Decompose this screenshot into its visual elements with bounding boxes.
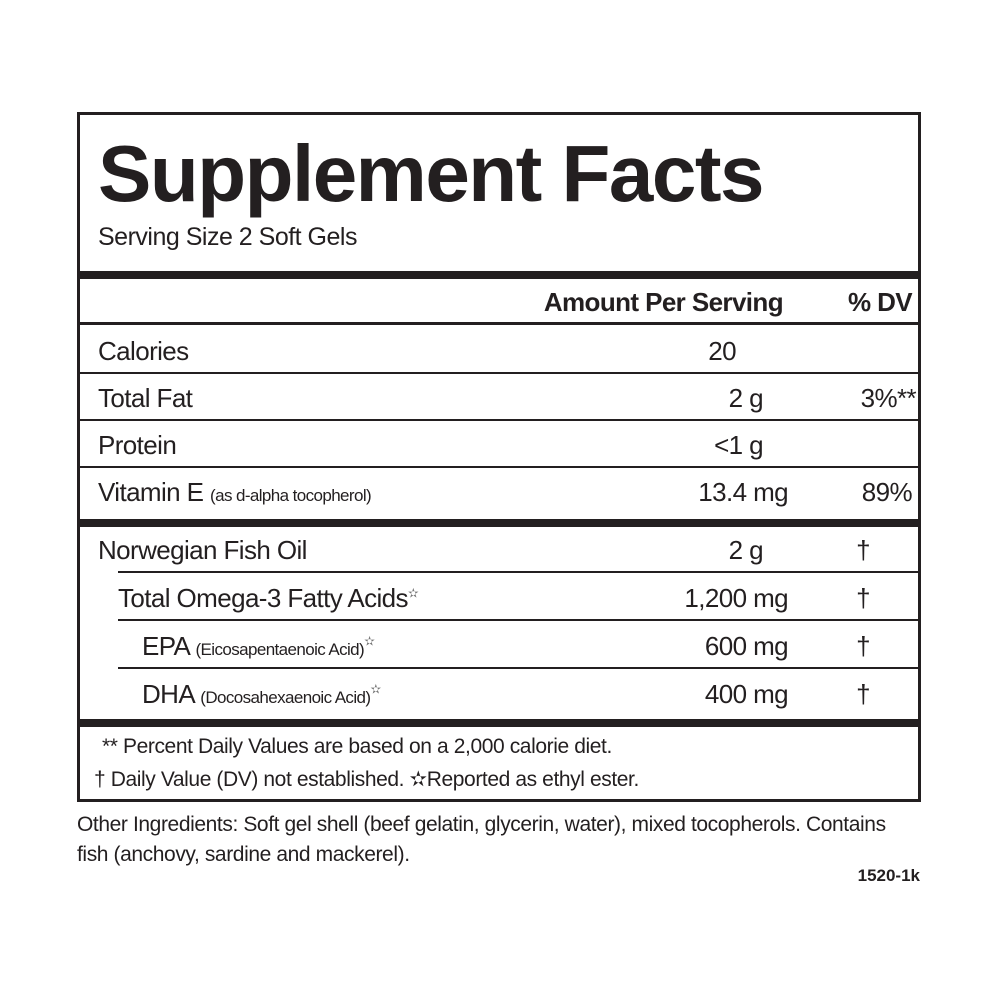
ingredient-amount: 400 mg <box>704 679 789 709</box>
amount-header: Amount Per Serving <box>543 287 784 317</box>
ingredient-name: Norwegian Fish Oil <box>98 535 307 565</box>
supplement-facts-panel: Supplement Facts Serving Size 2 Soft Gel… <box>77 112 921 802</box>
ingredient-dv: † <box>856 535 870 565</box>
other-ingredients: Other Ingredients: Soft gel shell (beef … <box>77 813 886 866</box>
star-icon: ✫ <box>370 681 381 697</box>
ingredient-dv: † <box>856 631 870 661</box>
nutrient-name: Calories <box>98 336 189 366</box>
ingredient-note: (Docosahexaenoic Acid) <box>200 688 371 707</box>
ingredient-row: EPA (Eicosapentaenoic Acid)✫ 600 mg † <box>80 623 918 669</box>
nutrient-dv: 3%** <box>860 383 917 413</box>
ingredient-amount: 1,200 mg <box>684 583 788 613</box>
nutrient-row: Calories 20 <box>80 328 918 374</box>
nutrient-row: Total Fat 2 g 3%** <box>80 375 918 421</box>
ingredient-name: Total Omega-3 Fatty Acids <box>118 583 409 613</box>
divider <box>80 719 918 727</box>
divider <box>80 419 918 421</box>
divider <box>118 667 918 669</box>
ingredient-row: Total Omega-3 Fatty Acids✫ 1,200 mg † <box>80 575 918 621</box>
ingredient-dv: † <box>856 679 870 709</box>
nutrient-amount: 20 <box>708 336 736 366</box>
ingredient-name-group: Total Omega-3 Fatty Acids✫ <box>118 583 419 614</box>
footnote: † Daily Value (DV) not established. ✫Rep… <box>94 768 639 791</box>
nutrient-amount: 13.4 mg <box>698 477 788 507</box>
nutrient-row: Vitamin E (as d-alpha tocopherol) 13.4 m… <box>80 469 918 515</box>
ingredient-amount: 2 g <box>728 535 764 565</box>
ingredient-note: (Eicosapentaenoic Acid) <box>195 640 365 659</box>
divider <box>80 372 918 374</box>
star-icon: ✫ <box>407 585 419 601</box>
ingredient-row: Norwegian Fish Oil 2 g † <box>80 527 918 573</box>
star-icon: ✫ <box>364 633 375 649</box>
footnote: ** Percent Daily Values are based on a 2… <box>102 735 612 758</box>
ingredient-amount: 600 mg <box>704 631 789 661</box>
divider <box>118 619 918 621</box>
nutrient-name-group: Vitamin E (as d-alpha tocopherol) <box>98 477 372 508</box>
nutrient-dv: 89% <box>861 477 913 507</box>
dv-header: % DV <box>847 287 913 317</box>
divider <box>80 271 918 279</box>
nutrient-amount: 2 g <box>728 383 764 413</box>
ingredient-row: DHA (Docosahexaenoic Acid)✫ 400 mg † <box>80 671 918 717</box>
divider <box>80 519 918 527</box>
ingredient-name-group: DHA (Docosahexaenoic Acid)✫ <box>142 679 381 710</box>
header-row: Amount Per Serving % DV <box>80 279 918 325</box>
ingredient-name: DHA <box>142 679 194 709</box>
ingredient-dv: † <box>856 583 870 613</box>
nutrient-note: (as d-alpha tocopherol) <box>210 486 372 505</box>
nutrient-name: Total Fat <box>98 383 193 413</box>
panel-title: Supplement Facts <box>98 129 765 218</box>
nutrient-name: Protein <box>98 430 177 460</box>
nutrient-row: Protein <1 g <box>80 422 918 468</box>
ingredient-name-group: EPA (Eicosapentaenoic Acid)✫ <box>142 631 375 662</box>
divider <box>80 466 918 468</box>
nutrient-amount: <1 g <box>714 430 764 460</box>
serving-size: Serving Size 2 Soft Gels <box>98 223 357 251</box>
ingredient-name: EPA <box>142 631 189 661</box>
divider <box>80 322 918 325</box>
nutrient-name: Vitamin E <box>98 477 204 507</box>
product-code: 1520-1k <box>857 866 920 885</box>
divider <box>118 571 918 573</box>
